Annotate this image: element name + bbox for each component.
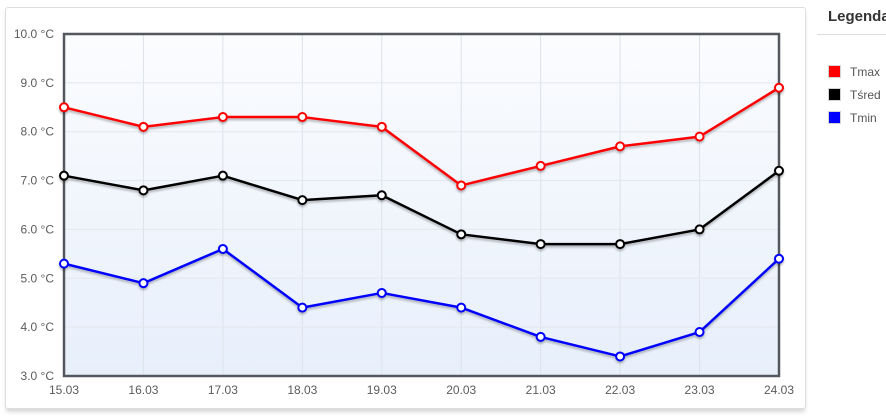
data-point-tmin-18.03 xyxy=(297,302,308,313)
legend-divider xyxy=(817,34,886,35)
y-tick-label: 5.0 °C xyxy=(21,271,55,285)
plot-border xyxy=(62,32,781,378)
x-tick-label: 18.03 xyxy=(287,383,317,397)
legend-box: Legenda Tmax Tśred Tmin xyxy=(817,0,886,129)
legend-items: Tmax Tśred Tmin xyxy=(817,60,886,129)
series-line-tmin xyxy=(62,247,781,358)
data-point-tsred-23.03 xyxy=(694,224,705,235)
data-point-tmax-18.03 xyxy=(297,112,308,123)
data-point-tsred-15.03 xyxy=(59,170,69,181)
data-point-tsred-16.03 xyxy=(138,185,149,196)
data-point-tmin-23.03 xyxy=(694,327,705,338)
series-tmax xyxy=(59,82,784,191)
legend-item-label: Tmax xyxy=(850,64,880,79)
x-tick-label: 16.03 xyxy=(128,383,158,397)
chart-panel: 10.0 °C 9.0 °C 8.0 °C 7.0 °C 6.0 °C 5.0 °C 4.0… xyxy=(5,7,806,409)
y-tick-label: 7.0 °C xyxy=(21,174,55,188)
legend-swatch-tmax xyxy=(828,65,841,78)
legend-item-tmax[interactable]: Tmax xyxy=(817,60,886,83)
series-tsred xyxy=(59,165,784,250)
data-point-tsred-19.03 xyxy=(376,190,387,201)
data-point-tmax-24.03 xyxy=(774,82,784,93)
data-point-tmin-22.03 xyxy=(615,351,626,362)
x-tick-label: 20.03 xyxy=(446,383,476,397)
legend-item-tmin[interactable]: Tmin xyxy=(817,106,886,129)
data-point-tmax-23.03 xyxy=(694,131,705,142)
data-point-tmax-21.03 xyxy=(535,160,546,171)
data-point-tmin-17.03 xyxy=(217,243,228,254)
legend-swatch-tmin xyxy=(828,111,841,124)
data-point-tsred-24.03 xyxy=(774,165,784,176)
legend-title: Legenda xyxy=(828,8,886,25)
series-tmin xyxy=(59,243,784,362)
data-point-tsred-21.03 xyxy=(535,239,546,250)
y-tick-label: 3.0 °C xyxy=(21,369,55,383)
data-point-tmin-16.03 xyxy=(138,278,149,289)
data-point-tmax-16.03 xyxy=(138,121,149,132)
x-tick-label: 23.03 xyxy=(685,383,715,397)
legend-item-tsred[interactable]: Tśred xyxy=(817,83,886,106)
y-tick-label: 6.0 °C xyxy=(21,222,55,236)
data-point-tmax-15.03 xyxy=(59,102,69,113)
data-point-tmax-20.03 xyxy=(456,180,467,191)
data-point-tsred-17.03 xyxy=(217,170,228,181)
data-point-tmax-19.03 xyxy=(376,121,387,132)
x-tick-label: 15.03 xyxy=(49,383,79,397)
data-point-tmin-19.03 xyxy=(376,287,387,298)
legend-swatch-tsred xyxy=(828,88,841,101)
y-tick-label: 8.0 °C xyxy=(21,125,55,139)
x-tick-label: 17.03 xyxy=(208,383,238,397)
legend-item-label: Tmin xyxy=(850,110,877,125)
legend-item-label: Tśred xyxy=(850,87,881,102)
data-point-tmin-15.03 xyxy=(59,258,69,269)
data-point-tmin-21.03 xyxy=(535,331,546,342)
x-tick-label: 21.03 xyxy=(526,383,556,397)
data-point-tmax-22.03 xyxy=(615,141,626,152)
series-line-tmax xyxy=(62,86,781,187)
x-tick-label: 22.03 xyxy=(605,383,635,397)
data-point-tsred-18.03 xyxy=(297,195,308,206)
series-line-tsred xyxy=(62,169,781,246)
y-tick-label: 4.0 °C xyxy=(21,320,55,334)
x-tick-label: 19.03 xyxy=(367,383,397,397)
data-point-tmax-17.03 xyxy=(217,112,228,123)
plot-background xyxy=(64,34,779,376)
temperature-chart: 10.0 °C 9.0 °C 8.0 °C 7.0 °C 6.0 °C 5.0 °C 4.0… xyxy=(14,27,794,397)
data-point-tmin-24.03 xyxy=(774,253,784,264)
data-point-tsred-22.03 xyxy=(615,239,626,250)
x-tick-label: 24.03 xyxy=(764,383,794,397)
y-tick-label: 10.0 °C xyxy=(14,27,54,41)
data-point-tsred-20.03 xyxy=(456,229,467,240)
data-point-tmin-20.03 xyxy=(456,302,467,313)
y-tick-label: 9.0 °C xyxy=(21,76,55,90)
